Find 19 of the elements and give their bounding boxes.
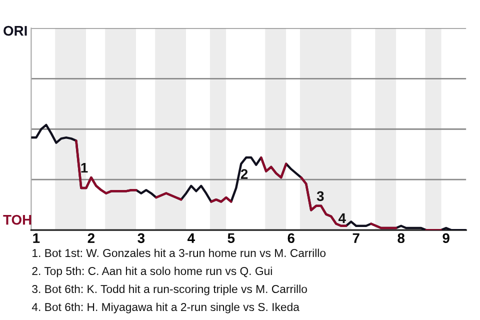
- x-tick-label: 9: [442, 233, 450, 244]
- x-tick-label: 3: [138, 233, 145, 244]
- text: TOH: [3, 214, 32, 225]
- annotation: 1: [81, 162, 88, 173]
- x-tick-label: 1: [33, 233, 40, 243]
- x-tick-label: 2: [88, 233, 94, 243]
- x-tick-label: 5: [228, 233, 235, 244]
- x-tick-label: 7: [352, 233, 360, 243]
- annotation: 4: [338, 213, 346, 223]
- annotation: 3: [316, 191, 324, 202]
- text: ORI: [4, 26, 27, 36]
- text: 1. Bot 1st: W. Gonzales hit a 3-run home run vs M. Carrillo: [32, 248, 326, 258]
- text: 3. Bot 6th: K. Todd hit a run-scoring triple vs M. Carrillo: [32, 284, 307, 296]
- x-tick-label: 6: [288, 233, 294, 244]
- text: 2. Top 5th: C. Aan hit a solo home run vs Q. Gui: [32, 266, 272, 278]
- annotation: 2: [240, 169, 248, 179]
- x-tick-label: 4: [188, 233, 195, 243]
- x-tick-label: 8: [398, 233, 405, 244]
- text: 4. Bot 6th: H. Miyagawa hit a 2-run single vs S. Ikeda: [32, 302, 300, 314]
